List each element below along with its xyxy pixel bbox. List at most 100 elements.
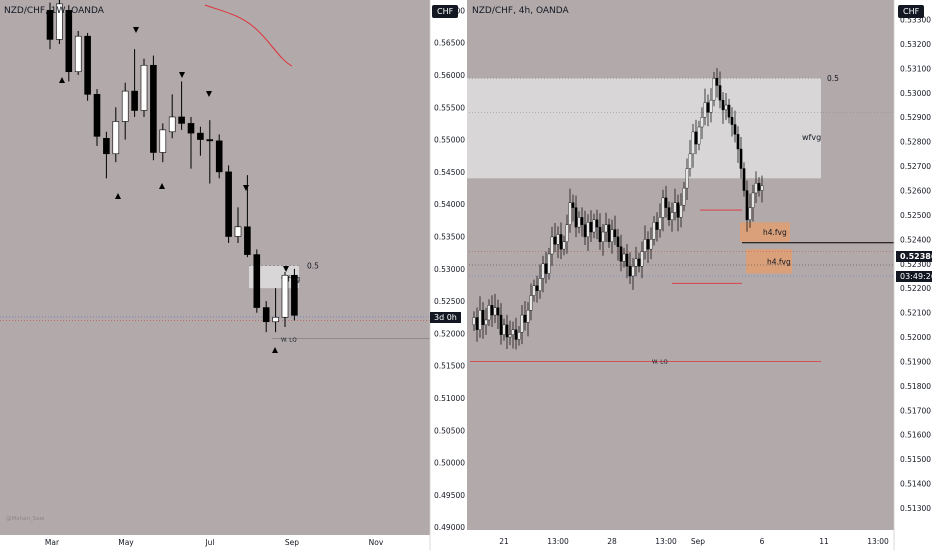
right-y-tick-label: 0.52900 — [900, 113, 931, 122]
right-candle-body — [472, 317, 476, 326]
right-currency-badge[interactable]: CHF — [898, 5, 925, 18]
right-candle-body — [571, 202, 575, 208]
right-candle-body — [565, 224, 569, 242]
right-y-tick-label: 0.51700 — [900, 406, 931, 415]
right-y-tick-label: 0.52300 — [900, 260, 931, 269]
left-candle-body — [65, 10, 73, 73]
right-candle-body — [736, 134, 740, 150]
right-candle-body — [607, 224, 611, 242]
right-candle-body — [760, 185, 764, 191]
right-candle-body — [718, 85, 722, 101]
right-candle-body — [727, 104, 731, 118]
left-candle-body — [262, 307, 270, 323]
right-candle-body — [679, 204, 683, 218]
left-y-tick-label: 0.52000 — [434, 329, 465, 338]
left-candle-body — [234, 226, 242, 237]
four-hour-chart[interactable]: 0.533000.532000.531000.530000.529000.528… — [466, 0, 932, 550]
right-candle-body — [733, 124, 737, 135]
right-candle-body — [484, 319, 488, 326]
right-candle-body — [628, 266, 632, 277]
left-candle-body — [244, 226, 251, 255]
right-wfvg-zone — [466, 78, 821, 179]
right-candle-body — [562, 241, 566, 250]
left-y-tick-label: 0.55500 — [434, 103, 465, 112]
right-candle-body — [691, 131, 695, 155]
right-y-tick-label: 0.52700 — [900, 162, 931, 171]
right-x-tick-label: 13:00 — [547, 537, 569, 546]
right-candle-body — [613, 229, 617, 238]
left-candle-body — [187, 123, 195, 134]
right-x-tick-label: 13:00 — [655, 537, 677, 546]
left-x-tick-label: Nov — [369, 538, 384, 547]
right-lq-label: W. LQ — [652, 359, 668, 365]
right-candle-body — [706, 102, 710, 113]
left-candle-body — [74, 35, 82, 73]
right-candle-body — [673, 202, 677, 213]
right-y-tick-label: 0.52600 — [900, 187, 931, 196]
right-candle-body — [478, 309, 482, 330]
right-y-tick-label: 0.52800 — [900, 138, 931, 147]
right-symbol-title: NZD/CHF, 4h, OANDA — [472, 6, 569, 16]
right-h4-fvg-lower-label: h4.fvg — [767, 257, 791, 266]
right-candle-body — [694, 131, 698, 145]
left-candle-body — [103, 137, 110, 155]
right-candle-body — [697, 126, 701, 145]
left-y-tick-label: 0.52500 — [434, 297, 465, 306]
left-candle-body — [84, 35, 91, 95]
left-candle-body — [168, 116, 176, 133]
left-candle-body — [121, 90, 129, 122]
right-candle-body — [739, 148, 743, 169]
left-price-axis — [430, 0, 466, 550]
right-candle-body — [541, 263, 545, 279]
right-candle-body — [520, 314, 524, 333]
weekly-chart[interactable]: 0.570000.565000.560000.555000.550000.545… — [0, 0, 466, 550]
right-price-label: 0.52386 — [896, 251, 932, 262]
right-wfvg-label: wfvg — [802, 133, 821, 142]
right-y-tick-label: 0.53200 — [900, 40, 931, 49]
right-candle-body — [574, 207, 578, 228]
right-candle-body — [712, 77, 716, 101]
left-candle-body — [46, 10, 54, 40]
left-y-tick-label: 0.54000 — [434, 200, 465, 209]
left-candle-body — [159, 129, 167, 153]
right-y-tick-label: 0.52500 — [900, 211, 931, 220]
right-candle-body — [655, 222, 659, 230]
right-y-tick-label: 0.51400 — [900, 480, 931, 489]
left-x-tick-label: May — [118, 538, 134, 547]
right-candle-body — [622, 253, 626, 262]
left-swing-marker — [133, 27, 139, 33]
right-candle-body — [619, 246, 623, 262]
left-candle-body — [291, 274, 298, 316]
right-candle-body — [730, 117, 734, 125]
left-y-tick-label: 0.50500 — [434, 426, 465, 435]
right-candle-body — [676, 202, 680, 218]
right-candle-body — [511, 329, 515, 335]
right-half-label: 0.5 — [827, 74, 839, 83]
right-candle-body — [532, 285, 536, 296]
left-swing-marker — [283, 266, 289, 272]
right-candle-body — [601, 231, 605, 242]
left-swing-marker — [272, 347, 278, 353]
right-candle-body — [523, 314, 527, 323]
right-candle-body — [493, 307, 497, 316]
left-swing-marker — [59, 77, 65, 83]
right-y-tick-label: 0.51800 — [900, 382, 931, 391]
left-x-tick-label: Sep — [285, 538, 299, 547]
left-candle-body — [140, 64, 148, 111]
right-candle-body — [589, 222, 593, 233]
right-candle-body — [721, 99, 725, 111]
left-currency-badge[interactable]: CHF — [432, 5, 459, 18]
right-candle-body — [724, 104, 728, 111]
right-candle-body — [610, 229, 614, 242]
right-candle-body — [475, 317, 479, 330]
right-candle-body — [535, 285, 539, 291]
left-candle-body — [197, 132, 204, 140]
right-candle-body — [745, 190, 749, 221]
right-y-tick-label: 0.51500 — [900, 455, 931, 464]
left-swing-marker — [206, 91, 212, 97]
right-y-tick-label: 0.51600 — [900, 431, 931, 440]
right-candle-body — [637, 258, 641, 267]
right-y-tick-label: 0.52000 — [900, 333, 931, 342]
right-candle-body — [646, 239, 650, 250]
left-candle-body — [178, 116, 185, 124]
